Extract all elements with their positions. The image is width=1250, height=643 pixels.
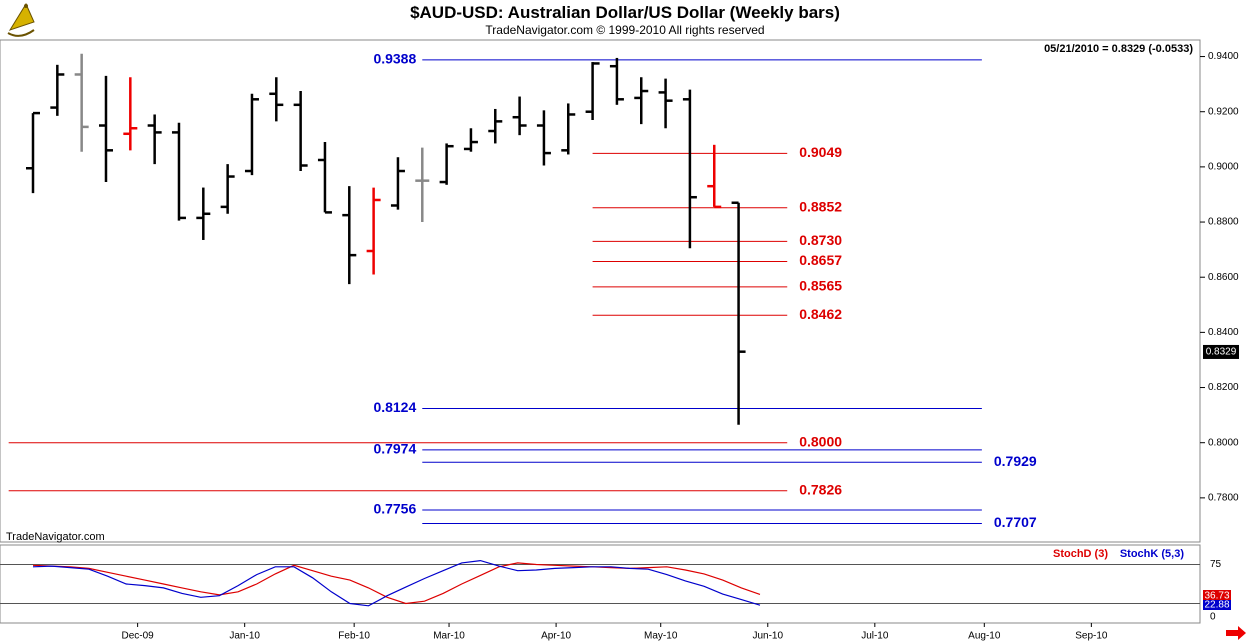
ohlc-bar [512, 96, 527, 136]
price-y-tick-label: 0.8000 [1208, 437, 1239, 448]
price-y-tick-label: 0.8600 [1208, 272, 1239, 283]
level-label: 0.8000 [799, 433, 842, 449]
ohlc-bar [98, 75, 113, 183]
price-y-tick-label: 0.9200 [1208, 106, 1239, 117]
stochd-line [32, 562, 761, 605]
price-levels: 0.9388 0.9049 0.8852 0.8730 0.8657 0.8565 0.84… [8, 51, 1037, 530]
price-y-tick-label: 0.7800 [1208, 493, 1239, 504]
stochd-legend: StochD (3) [1053, 548, 1108, 560]
x-tick-label: Feb-10 [338, 631, 370, 642]
stochk-value-label: 22.88 [1204, 600, 1229, 611]
price-bars [26, 53, 746, 425]
ohlc-bar [244, 93, 259, 176]
ohlc-bar [74, 53, 89, 152]
price-y-tick-label: 0.8800 [1208, 217, 1239, 228]
ohlc-bar [171, 122, 186, 221]
ohlc-bar [415, 147, 430, 223]
sextant-icon [7, 2, 35, 37]
stochastic-y-tick-label: 75 [1210, 559, 1222, 570]
ohlc-bar [536, 110, 551, 166]
x-tick-label: Dec-09 [121, 631, 154, 642]
level-label: 0.7974 [373, 441, 416, 457]
level-label: 0.7756 [373, 501, 416, 517]
ohlc-bar [561, 103, 576, 155]
ohlc-bar [147, 114, 162, 165]
price-y-tick-label: 0.9400 [1208, 51, 1239, 62]
last-price-label: 0.8329 [1206, 347, 1237, 358]
ohlc-bar [123, 77, 138, 151]
stochk-legend: StochK (5,3) [1120, 548, 1185, 560]
price-y-axis: 0.9400 0.9200 0.9000 0.8800 0.8600 0.8400 0.82… [1200, 51, 1239, 504]
copyright-subtitle: TradeNavigator.com © 1999-2010 All right… [485, 23, 764, 37]
ohlc-bar [196, 187, 211, 240]
stochastic-y-axis: 75 0 [0, 559, 1222, 623]
level-label: 0.8565 [799, 278, 842, 294]
stochastic-y-tick-label: 0 [1210, 612, 1216, 623]
level-label: 0.8657 [799, 252, 842, 268]
x-tick-label: Jul-10 [861, 631, 889, 642]
chart-title: $AUD-USD: Australian Dollar/US Dollar (W… [410, 3, 840, 22]
x-tick-label: Aug-10 [968, 631, 1001, 642]
x-tick-label: Sep-10 [1075, 631, 1108, 642]
level-label: 0.7707 [994, 514, 1037, 530]
last-price-box-bg [1203, 344, 1239, 359]
last-quote-label: 05/21/2010 = 0.8329 (-0.0533) [1044, 43, 1193, 55]
ohlc-bar [269, 77, 284, 122]
price-y-tick-label: 0.8200 [1208, 382, 1239, 393]
price-panel [0, 39, 1201, 543]
ohlc-bar [609, 57, 624, 105]
ohlc-bar [220, 164, 235, 214]
ohlc-bar [366, 187, 381, 275]
level-label: 0.8852 [799, 198, 842, 214]
ohlc-bar [26, 111, 40, 194]
ohlc-bar [707, 144, 722, 209]
ohlc-bar [488, 108, 503, 144]
ohlc-bar [439, 143, 454, 185]
ohlc-bar [731, 201, 746, 425]
level-label: 0.7826 [799, 481, 842, 497]
level-label: 0.9049 [799, 144, 842, 160]
ohlc-bar [658, 78, 673, 129]
ohlc-bar [342, 186, 357, 285]
stochk-value-box [1203, 600, 1231, 610]
x-tick-label: May-10 [644, 631, 678, 642]
price-y-tick-label: 0.9000 [1208, 162, 1239, 173]
last-price-box: 0.8329 [1203, 344, 1239, 359]
watermark-label: TradeNavigator.com [6, 531, 105, 543]
level-label: 0.7929 [994, 453, 1037, 469]
x-tick-label: Mar-10 [433, 631, 465, 642]
level-label: 0.8730 [799, 232, 842, 248]
level-label: 0.8124 [373, 399, 416, 415]
x-tick-label: Jan-10 [229, 631, 260, 642]
stochastic-panel [0, 544, 1201, 624]
ohlc-bar [50, 64, 65, 116]
ohlc-bar [634, 77, 649, 125]
x-axis: Dec-09 Jan-10 Feb-10 Mar-10 Apr-10 May-10 Jun-… [121, 623, 1108, 642]
ohlc-bar [585, 62, 600, 120]
stochd-value-label: 36.73 [1204, 591, 1229, 602]
ohlc-bar [293, 91, 308, 172]
level-label: 0.8462 [799, 306, 842, 322]
scroll-right-arrow-icon[interactable] [1222, 624, 1250, 643]
x-tick-label: Apr-10 [541, 631, 571, 642]
level-label: 0.9388 [373, 51, 416, 67]
price-y-tick-label: 0.8400 [1208, 327, 1239, 338]
ohlc-bar [463, 128, 478, 152]
ohlc-bar [682, 89, 697, 249]
stochd-value-box [1203, 590, 1231, 601]
ohlc-bar [390, 157, 405, 210]
stochastic-lines [32, 559, 761, 607]
ohlc-bar [317, 142, 332, 214]
x-tick-label: Jun-10 [752, 631, 783, 642]
stochk-line [32, 559, 761, 607]
